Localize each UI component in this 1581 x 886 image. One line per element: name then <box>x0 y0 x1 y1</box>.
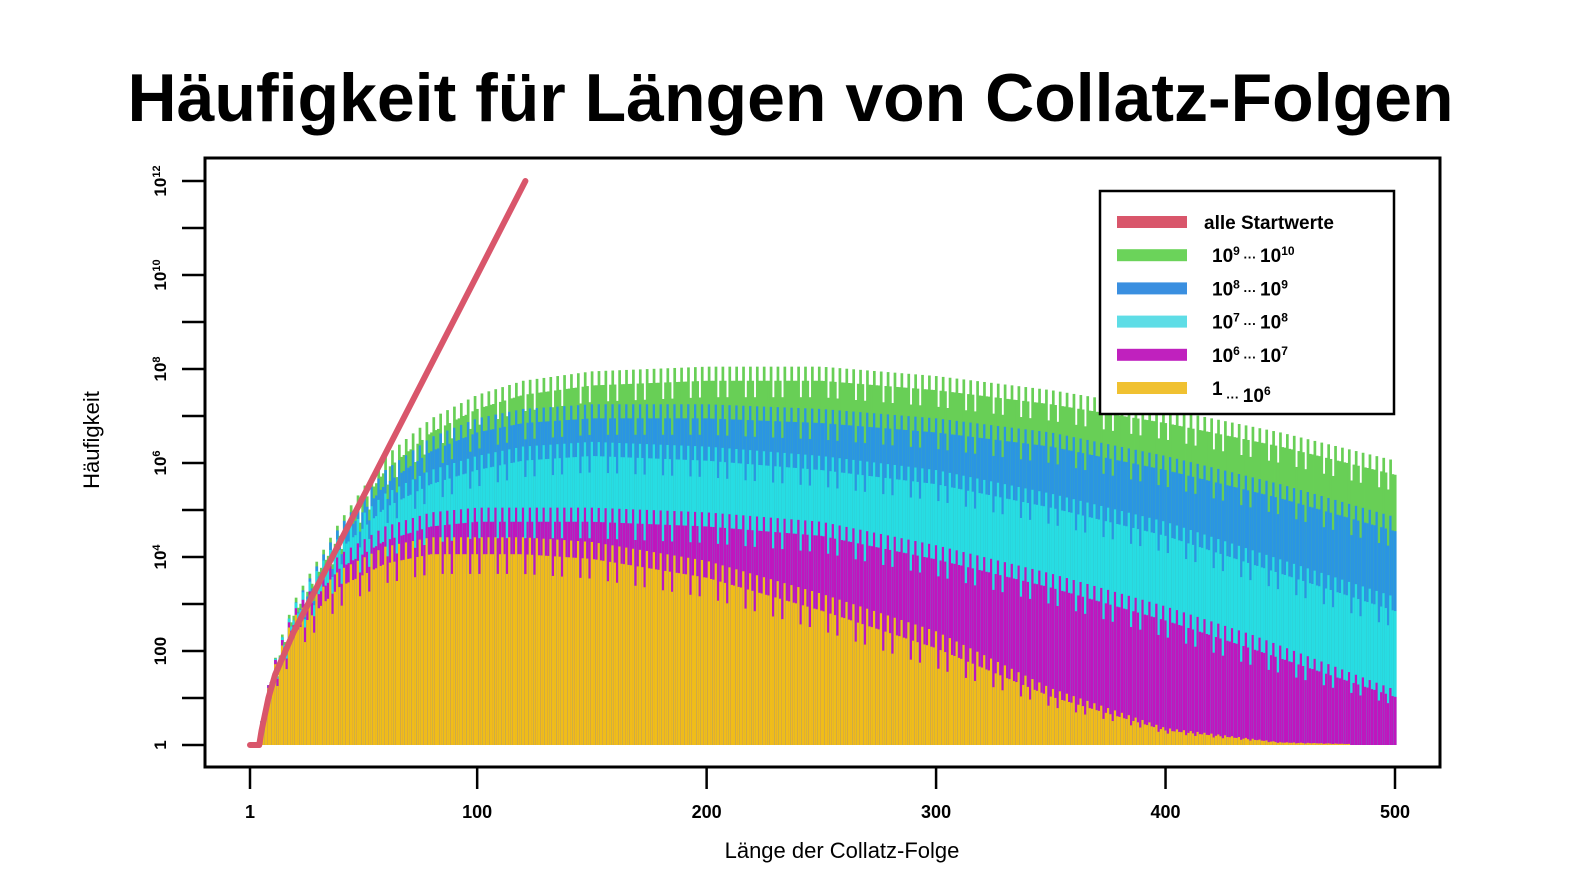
legend-label-g6: 106 ··· 107 <box>1212 344 1288 367</box>
x-tick-label: 200 <box>692 802 722 822</box>
y-axis: 1 100 104 106 108 1010 1012 <box>151 165 205 750</box>
legend-swatch-g8 <box>1117 282 1187 295</box>
y-axis-title: Häufigkeit <box>79 391 104 489</box>
legend-label-g0: 1 ··· 106 <box>1212 379 1271 407</box>
legend-label-g8: 108 ··· 109 <box>1212 277 1288 300</box>
y-tick-label: 1010 <box>151 259 170 290</box>
legend: alle Startwerte 109 ··· 1010 108 ··· 109 10… <box>1098 189 1396 416</box>
chart-title: Häufigkeit für Längen von Collatz-Folgen <box>127 60 1454 136</box>
x-tick-label: 500 <box>1380 802 1410 822</box>
legend-label-alle: alle Startwerte <box>1204 213 1334 234</box>
x-tick-label: 400 <box>1151 802 1181 822</box>
legend-label-g9: 109 ··· 1010 <box>1212 244 1295 267</box>
y-tick-label: 104 <box>151 544 170 570</box>
legend-box <box>1098 189 1396 416</box>
legend-label-g7: 107 ··· 108 <box>1212 311 1288 334</box>
line-alle-startwerte <box>247 178 529 748</box>
y-tick-label: 1012 <box>151 165 170 196</box>
legend-swatch-g6 <box>1117 348 1187 361</box>
legend-swatch-g0 <box>1117 382 1187 394</box>
x-tick-label: 100 <box>462 802 492 822</box>
legend-swatch-g9 <box>1117 249 1187 262</box>
x-axis: 1 100 200 300 400 500 <box>245 767 1410 822</box>
y-tick-label: 108 <box>151 356 170 381</box>
y-tick-label: 106 <box>151 450 170 475</box>
legend-swatch-alle <box>1117 216 1187 228</box>
x-axis-title: Länge der Collatz-Folge <box>725 838 960 863</box>
y-tick-label: 100 <box>151 637 170 665</box>
x-tick-label: 300 <box>921 802 951 822</box>
legend-swatch-g7 <box>1117 315 1187 328</box>
line-series-alle-startwerte <box>247 178 529 748</box>
stacked-bars <box>258 366 1397 745</box>
x-tick-label: 1 <box>245 802 255 822</box>
y-tick-label: 1 <box>151 740 170 749</box>
